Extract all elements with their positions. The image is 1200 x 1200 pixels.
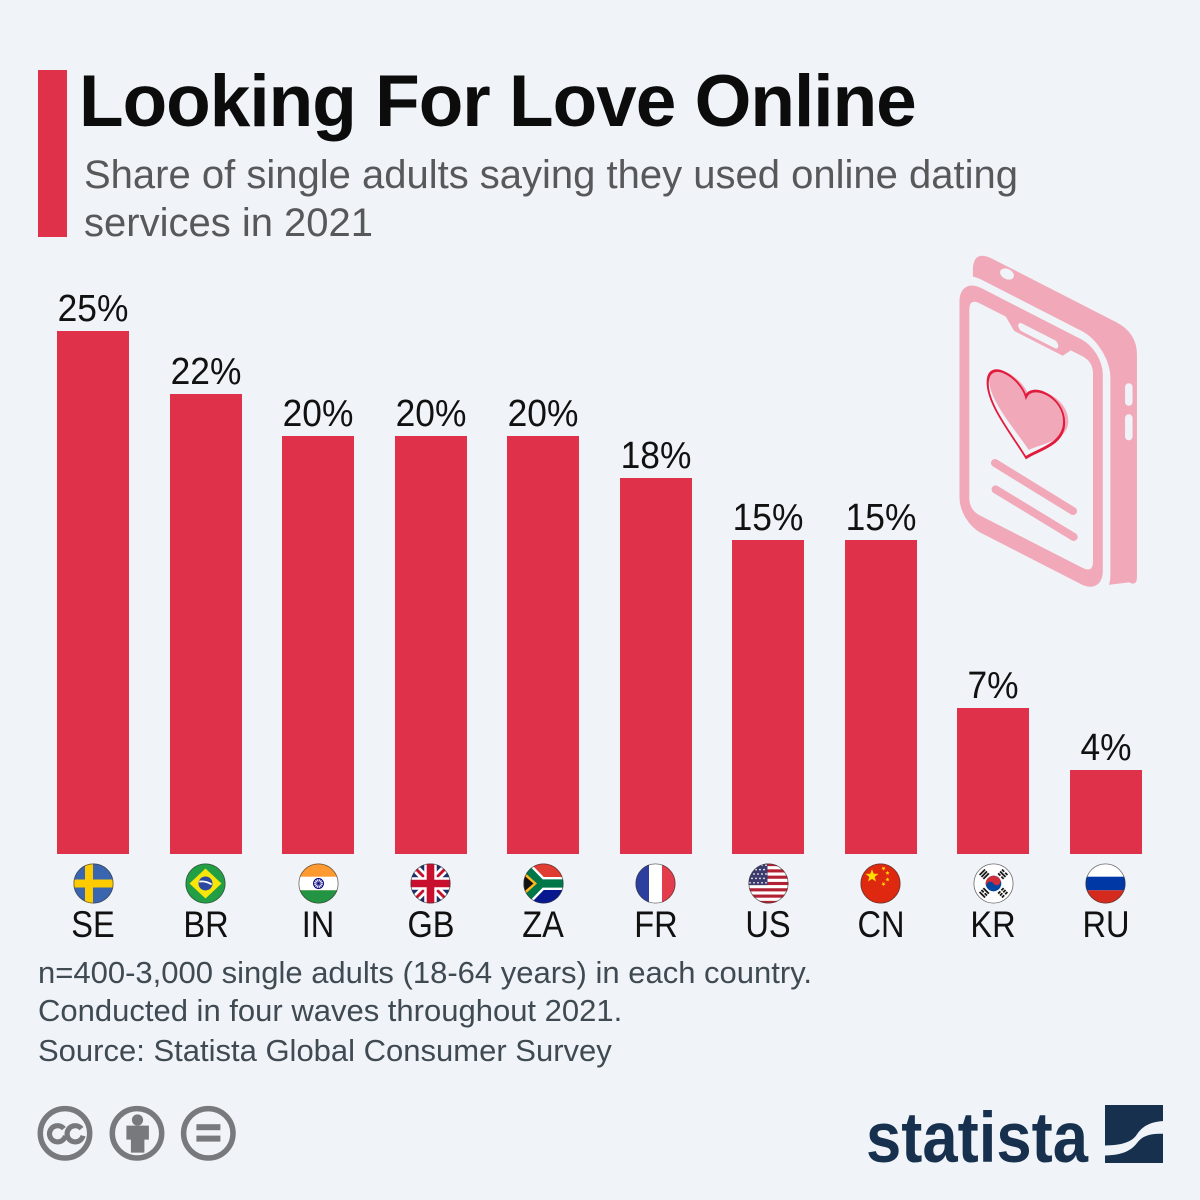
svg-text:statista: statista <box>866 1098 1089 1175</box>
